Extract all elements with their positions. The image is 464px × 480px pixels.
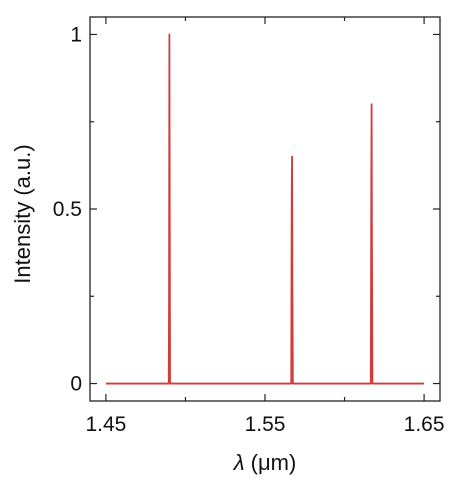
- series-group: [105, 33, 425, 385]
- x-tick-label: 1.45: [85, 413, 126, 436]
- spectrum-line: [105, 33, 425, 385]
- x-axis-symbol: λ: [233, 450, 245, 475]
- y-tick-label: 0: [70, 373, 82, 396]
- x-tick-label: 1.55: [245, 413, 286, 436]
- plot-frame: [89, 16, 441, 402]
- y-tick-label: 1: [70, 23, 82, 46]
- y-axis-label: Intensity (a.u.): [10, 144, 35, 283]
- y-tick-label: 0.5: [53, 198, 82, 221]
- axis-tick-labels: 1.45 1.55 1.65 0 0.5 1: [53, 23, 445, 436]
- axis-ticks: [90, 17, 440, 401]
- x-axis-label: λ (μm): [233, 450, 297, 475]
- x-tick-label: 1.65: [404, 413, 445, 436]
- x-axis-unit: (μm): [245, 450, 297, 475]
